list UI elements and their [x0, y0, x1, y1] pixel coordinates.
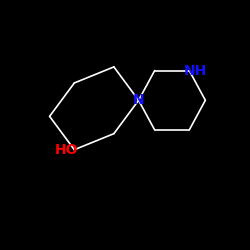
Text: HO: HO: [55, 143, 79, 157]
Text: NH: NH: [184, 64, 207, 78]
Text: N: N: [133, 93, 144, 107]
